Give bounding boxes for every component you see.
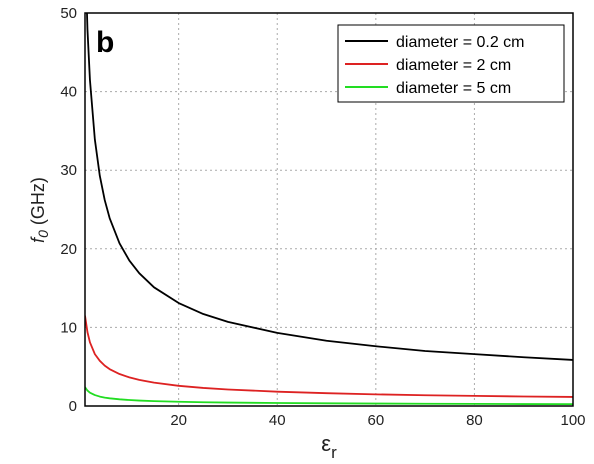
y-tick-label: 50 [60, 5, 77, 22]
y-tick-label: 0 [69, 398, 77, 415]
plot-area-frame [84, 12, 574, 407]
series-line-1 [86, 13, 573, 361]
series-group [85, 13, 573, 406]
x-axis-label-subscript: r [331, 443, 337, 462]
y-tick-label: 20 [60, 241, 77, 258]
x-tick-label: 40 [269, 412, 286, 429]
series-line-2 [85, 315, 573, 398]
panel-label: b [96, 26, 114, 59]
legend: diameter = 0.2 cm diameter = 2 cm diameter… [337, 24, 565, 103]
x-tick-label: 20 [170, 412, 187, 429]
x-axis-label: εr [321, 431, 337, 462]
y-axis-label-symbol: f [28, 236, 48, 243]
y-tick-label: 10 [60, 319, 77, 336]
y-axis-label-unit: (GHz) [28, 177, 48, 230]
legend-label-2: diameter = 2 cm [396, 57, 511, 74]
x-tick-label: 100 [560, 412, 585, 429]
legend-label-3: diameter = 5 cm [396, 80, 511, 97]
y-tick-label: 30 [60, 162, 77, 179]
legend-label-1: diameter = 0.2 cm [396, 34, 525, 51]
x-tick-label: 80 [466, 412, 483, 429]
y-tick-label: 40 [60, 84, 77, 101]
tick-labels: 20 40 60 80 100 0 10 20 30 40 50 [60, 5, 585, 429]
x-axis-label-symbol: ε [321, 431, 331, 456]
x-tick-label: 60 [367, 412, 384, 429]
y-axis-label-subscript: 0 [35, 230, 51, 238]
y-axis-label: f0 (GHz) [28, 177, 51, 243]
series-line-3 [85, 386, 573, 406]
